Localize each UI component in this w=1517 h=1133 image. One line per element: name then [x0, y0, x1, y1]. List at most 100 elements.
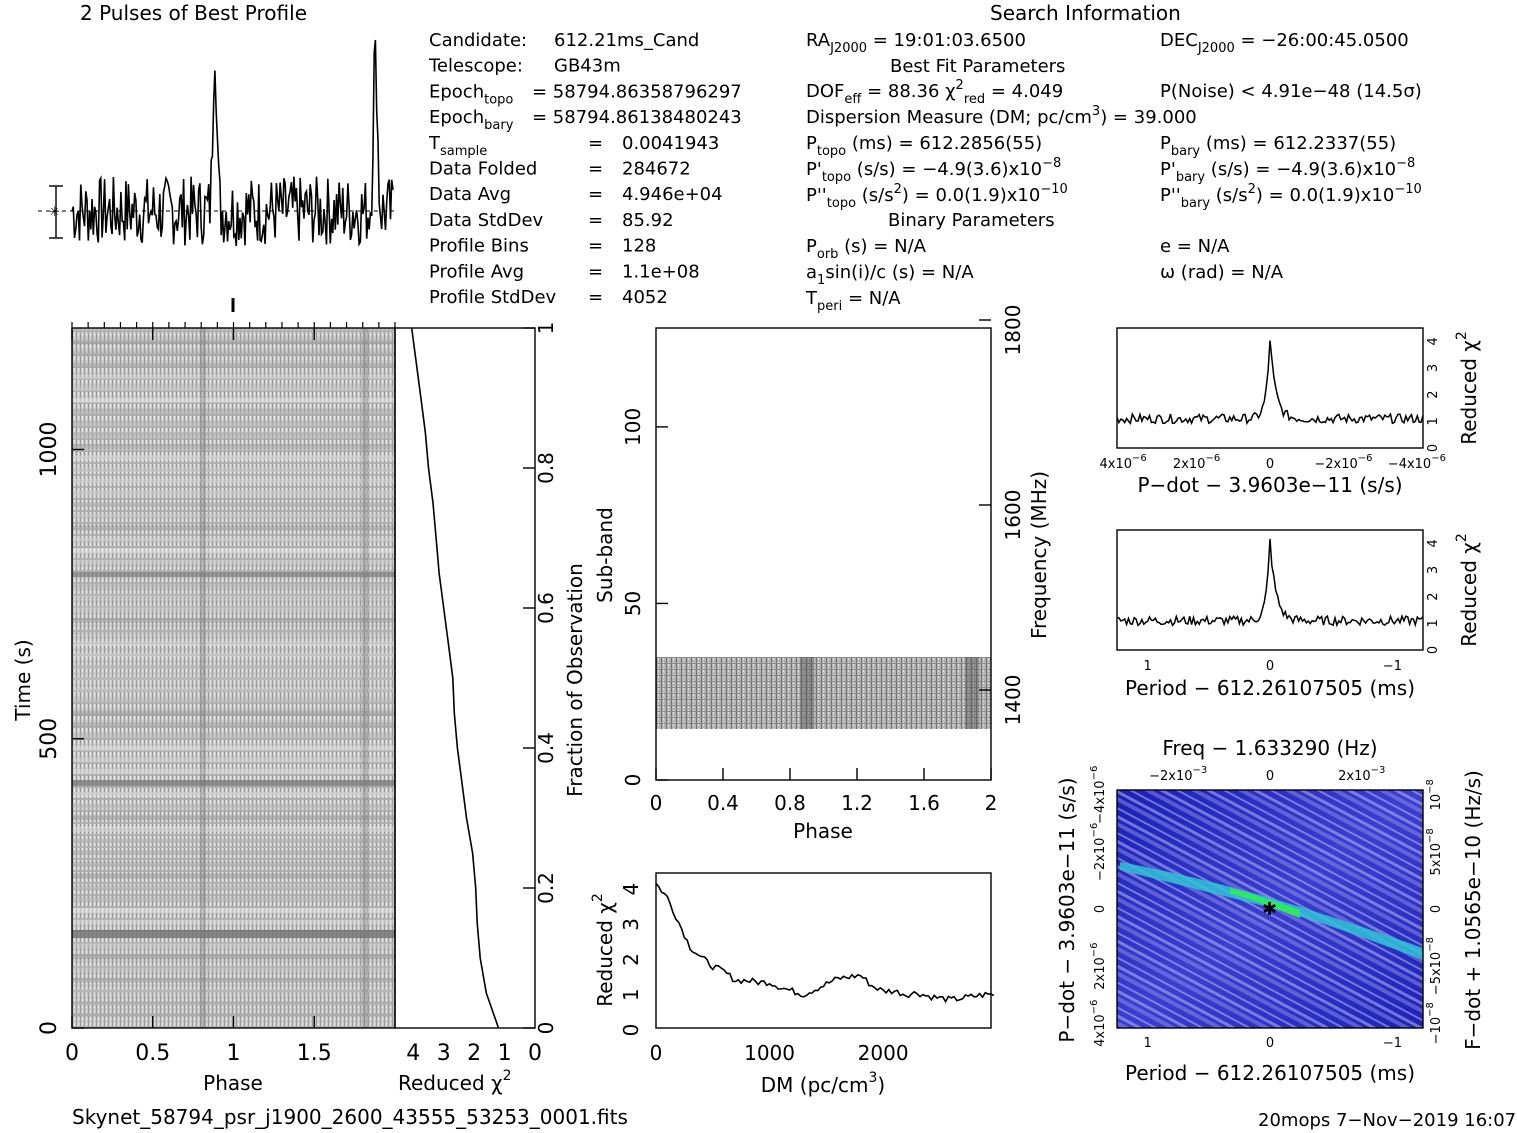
info-value: 85.92: [622, 210, 674, 231]
x-tick: 1: [1143, 659, 1151, 674]
chi2-time-tick: 2: [467, 1041, 481, 1066]
error-bar-marker: ✳: [49, 205, 60, 220]
pdot-tick: 0: [1093, 905, 1108, 913]
phase-axis-label-left: Phase: [203, 1071, 263, 1095]
subband-frame: [655, 327, 992, 781]
chi2-period-ylabel: Reduced χ2: [1454, 533, 1481, 647]
info-value: 4.946e+04: [622, 184, 723, 205]
subband-axis-label: Sub-band: [593, 507, 617, 603]
time-tick-label: 0: [37, 1021, 62, 1035]
pdot-tick: 2x10−6: [1089, 942, 1108, 989]
fdot-tick: 10−8: [1425, 779, 1444, 810]
freq-tick: 2x10−3: [1338, 765, 1385, 784]
frequency-axis-label: Frequency (MHz): [1027, 471, 1051, 639]
info-row: Data StdDev: [429, 210, 544, 231]
info-row: Data Avg: [429, 184, 511, 205]
y-tick: 3: [1426, 364, 1441, 372]
info-value: 0.0041943: [622, 133, 719, 154]
fraction-tick: 1: [534, 322, 558, 335]
fdot-axis-label-right: F−dot + 1.0565e−10 (Hz/s): [1461, 770, 1485, 1050]
ra-label: RAJ2000 = 19:01:03.6500: [806, 30, 1026, 56]
fdot-tick: −5x10−8: [1425, 937, 1444, 995]
search-info-title: Search Information: [990, 1, 1181, 25]
frequency-tick: 1800: [1001, 305, 1025, 356]
pddot-topo: P''topo (s/s2) = 0.0(1.9)x10−10: [806, 182, 1068, 211]
subband-tick: 50: [621, 591, 645, 616]
fraction-tick: 0.4: [534, 732, 558, 764]
info-value: 612.21ms_Cand: [554, 30, 699, 51]
frequency-tick: 1400: [1001, 675, 1025, 726]
profile-line: [71, 39, 394, 247]
subband-phase-tick: 0: [650, 791, 663, 815]
dof-label: DOFeff = 88.36 χ2red = 4.049: [806, 78, 1063, 107]
a1sini: a1sin(i)/c (s) = N/A: [806, 262, 974, 288]
info-row: Profile StdDev: [429, 287, 557, 308]
chi2-dm-tick: 0: [619, 1024, 643, 1037]
subband-phase-plot: 0 0.4 0.8 1.2 1.6 2 0 50 100 1400 1600 1800 Sub-ban…: [593, 305, 1051, 843]
time-tick-label: 1000: [37, 421, 62, 477]
y-tick: 1: [1426, 619, 1441, 627]
svg-text:=: =: [588, 261, 603, 282]
y-tick: 0: [1426, 646, 1441, 654]
svg-text:=: =: [588, 287, 603, 308]
y-tick: 4: [1426, 539, 1441, 547]
chi2-dm-tick: 3: [619, 918, 643, 931]
t-peri: Tperi = N/A: [805, 288, 901, 314]
best-fit-title: Best Fit Parameters: [890, 56, 1065, 77]
fdot-tick: −10−8: [1425, 1002, 1444, 1044]
info-row: Profile Avg: [429, 261, 524, 282]
info-value: GB43m: [554, 56, 621, 77]
dm-tick: 0: [650, 1041, 663, 1065]
period-tick: 1: [1143, 1036, 1151, 1051]
time-tick-label: 500: [37, 718, 62, 760]
omega: ω (rad) = N/A: [1160, 262, 1284, 283]
dm-tick: 2000: [858, 1041, 909, 1065]
info-row: Profile Bins: [429, 236, 529, 257]
subband-tick: 0: [621, 774, 645, 787]
dm-label: Dispersion Measure (DM; pc/cm3) = 39.000: [806, 104, 1197, 128]
x-tick: −2x10−6: [1314, 453, 1372, 472]
dec-label: DECJ2000 = −26:00:45.0500: [1160, 30, 1409, 56]
subband-tick: 100: [621, 408, 645, 446]
pdot-bary: P'bary (s/s) = −4.9(3.6)x10−8: [1160, 156, 1415, 185]
subband-phase-tick: 1.2: [841, 791, 873, 815]
period-axis-label-bottom: Period − 612.26107505 (ms): [1125, 1061, 1415, 1085]
fraction-tick: 0: [534, 1022, 558, 1035]
chi2-time-tick: 1: [498, 1041, 512, 1066]
chi2-pdot-ylabel: Reduced χ2: [1454, 331, 1481, 445]
y-tick: 2: [1426, 593, 1441, 601]
dm-tick: 1000: [744, 1041, 795, 1065]
info-value: 4052: [622, 287, 668, 308]
phase-tick-label: 1.5: [297, 1041, 332, 1066]
pddot-bary: P''bary (s/s2) = 0.0(1.9)x10−10: [1160, 182, 1422, 211]
x-tick: 2x10−6: [1173, 453, 1220, 472]
fdot-tick: 5x10−8: [1425, 828, 1444, 875]
svg-text:=: =: [588, 159, 603, 180]
subband-phase-tick: 0.8: [774, 791, 806, 815]
phase-tick-label: 1: [227, 1041, 241, 1066]
chi2-period-frame: [1116, 529, 1424, 651]
chi2-time-line: [410, 327, 500, 1029]
chi2-time-tick: 4: [406, 1041, 420, 1066]
footer-stamp: 20mops 7−Nov−2019 16:07: [1258, 1110, 1516, 1131]
chi2-time-frame: [394, 327, 536, 1029]
x-tick: 4x10−6: [1099, 453, 1146, 472]
freq-tick: −2x10−3: [1149, 765, 1207, 784]
time-axis-label: Time (s): [11, 639, 35, 721]
fraction-axis-label: Fraction of Observation: [563, 563, 587, 797]
info-value: = 58794.86358796297: [532, 81, 742, 102]
p-orb: Porb (s) = N/A: [806, 236, 927, 262]
pdot-tick: 4x10−6: [1089, 1000, 1108, 1047]
fraction-tick: 0.6: [534, 592, 558, 624]
chi2-time-xlabel: Reduced χ2: [398, 1068, 512, 1095]
pulse-profile: ✳: [38, 39, 395, 312]
p-pdot-plot: ✱ 1 0 −1 −2x10−3 0 2x10−3 4x10−6 2x10−6 0 −2x10−6…: [1055, 736, 1485, 1085]
p-pdot-frame: [1116, 789, 1424, 1029]
y-tick: 4: [1426, 337, 1441, 345]
pdot-tick: −2x10−6: [1089, 823, 1108, 881]
y-tick: 2: [1426, 391, 1441, 399]
fraction-tick: 0.2: [534, 872, 558, 904]
info-row: Tsample: [428, 133, 487, 159]
subband-phase-tick: 2: [985, 791, 998, 815]
